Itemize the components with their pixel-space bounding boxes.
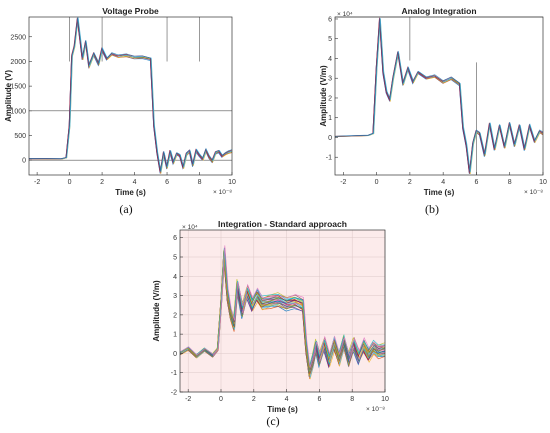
y-tick-label-a-2: 1000 (10, 108, 26, 115)
y-tick-label-c-3: 1 (173, 332, 177, 339)
x-axis-label-a: Time (s) (115, 188, 146, 197)
x-tick-label-b-2: 2 (408, 179, 412, 186)
y-tick-label-b-6: 5 (328, 36, 332, 43)
y-tick-label-b-4: 3 (328, 76, 332, 83)
x-tick-label-c-0: -2 (185, 396, 191, 403)
y-tick-label-c-6: 4 (173, 274, 177, 281)
y-tick-label-b-2: 1 (328, 115, 332, 122)
x-exponent-label-a: × 10⁻⁸ (213, 189, 232, 196)
y-axis-label-c: Amplitude (V/m) (152, 280, 161, 342)
plot-area-b (335, 17, 543, 175)
caption-b: (b) (425, 202, 439, 216)
plot-frame-b (334, 16, 544, 176)
x-tick-label-b-1: 0 (375, 179, 379, 186)
x-tick-label-b-3: 4 (441, 179, 445, 186)
chart-title-a: Voltage Probe (102, 6, 159, 16)
x-tick-label-b-4: 6 (474, 179, 478, 186)
x-tick-label-b-6: 10 (539, 179, 547, 186)
x-tick-label-c-4: 6 (317, 396, 321, 403)
x-tick-label-c-5: 8 (350, 396, 354, 403)
y-axis-label-a: Amplitude (V) (4, 70, 13, 122)
x-axis-label-c: Time (s) (267, 405, 298, 414)
plot-area-c (180, 230, 385, 392)
series-line-b-7 (335, 18, 543, 172)
x-tick-label-a-5: 8 (198, 179, 202, 186)
plot-frame-c (179, 229, 386, 393)
x-tick-label-a-3: 4 (133, 179, 137, 186)
x-tick-label-c-3: 4 (285, 396, 289, 403)
x-tick-label-a-6: 10 (228, 179, 236, 186)
y-tick-label-c-2: 0 (173, 351, 177, 358)
x-exponent-label-b: × 10⁻⁸ (524, 189, 543, 196)
chart-title-c: Integration - Standard approach (218, 219, 347, 229)
plot-area-a (29, 17, 232, 175)
x-axis-label-b: Time (s) (424, 188, 455, 197)
x-tick-label-b-5: 8 (508, 179, 512, 186)
x-tick-label-c-6: 10 (381, 396, 389, 403)
caption-c: (c) (266, 414, 279, 428)
caption-a: (a) (119, 202, 132, 216)
x-tick-label-a-0: -2 (34, 179, 40, 186)
y-tick-label-a-0: 0 (22, 158, 26, 165)
x-tick-label-c-2: 2 (252, 396, 256, 403)
y-tick-label-b-1: 0 (328, 135, 332, 142)
y-tick-label-c-1: -1 (171, 370, 177, 377)
y-tick-label-c-8: 6 (173, 235, 177, 242)
series-line-a-6 (29, 17, 232, 172)
series-line-c-23 (180, 245, 385, 368)
y-tick-label-c-7: 5 (173, 255, 177, 262)
x-tick-label-b-0: -2 (340, 179, 346, 186)
y-tick-label-c-4: 2 (173, 312, 177, 319)
y-axis-label-b: Amplitude (V/m) (319, 65, 328, 127)
x-tick-label-a-1: 0 (68, 179, 72, 186)
chart-c: -2 0 2 4 6 8 10 -2 -1 0 1 2 3 4 5 6 Integration - Standa… (152, 219, 389, 414)
series-line-a-7 (29, 17, 232, 171)
x-exponent-label-c: × 10⁻⁸ (366, 406, 385, 413)
x-tick-label-c-1: 0 (219, 396, 223, 403)
y-exponent-label-c: × 10⁴ (182, 224, 198, 231)
y-tick-label-b-3: 2 (328, 95, 332, 102)
y-tick-label-a-4: 2000 (10, 59, 26, 66)
y-exponent-label-b: × 10⁴ (337, 11, 353, 18)
y-tick-label-c-0: -2 (171, 390, 177, 397)
x-tick-label-a-2: 2 (100, 179, 104, 186)
chart-title-b: Analog Integration (401, 6, 476, 16)
chart-b: -2 0 2 4 6 8 10 -1 0 1 2 3 4 5 6 Analog Integration Time… (319, 6, 547, 197)
plot-frame-a (28, 16, 233, 176)
chart-a: -2 0 2 4 6 8 10 0 500 1000 1500 2000 2500 Voltage Pro… (4, 6, 236, 197)
series-group-c (180, 245, 385, 380)
series-line-c-21 (180, 250, 385, 369)
y-tick-label-b-0: -1 (326, 155, 332, 162)
x-tick-label-a-4: 6 (165, 179, 169, 186)
y-tick-label-c-5: 3 (173, 293, 177, 300)
series-group-b (335, 17, 543, 174)
y-tick-label-a-1: 500 (14, 133, 26, 140)
y-tick-label-a-5: 2500 (10, 34, 26, 41)
y-tick-label-b-5: 4 (328, 56, 332, 63)
series-line-c-22 (180, 248, 385, 366)
y-tick-label-b-7: 6 (328, 16, 332, 23)
series-group-a (29, 17, 232, 174)
y-tick-label-a-3: 1500 (10, 84, 26, 91)
